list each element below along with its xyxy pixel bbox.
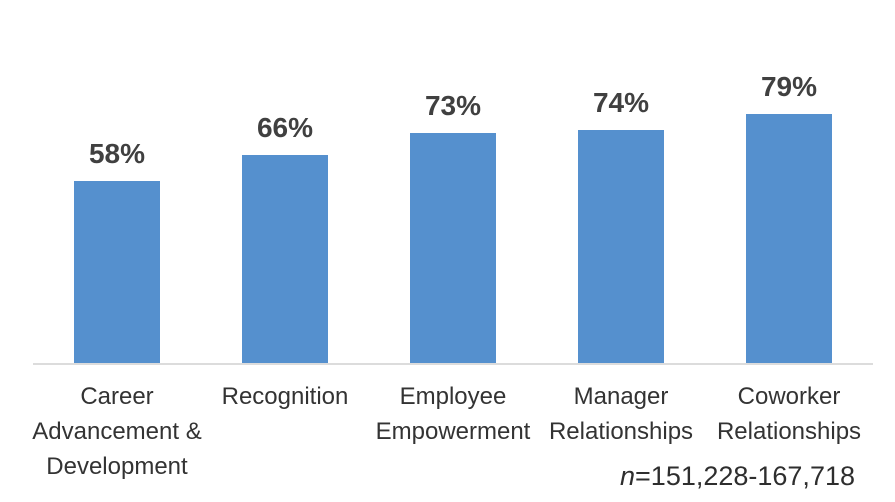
- note-range: =151,228-167,718: [635, 461, 855, 491]
- x-axis-label-2: Recognition: [221, 383, 349, 410]
- x-axis-label-slot-4: Manager Relationships: [537, 379, 705, 484]
- bar-slot-3: 73%: [369, 0, 537, 364]
- x-axis-label-1: Career Advancement & Development: [32, 383, 202, 480]
- x-axis-label-5: Coworker Relationships: [716, 383, 862, 445]
- bar-2: [242, 155, 328, 364]
- x-axis-label-3: Employee Empowerment: [375, 383, 531, 445]
- x-axis-labels: Career Advancement & Development Recognit…: [32, 379, 873, 484]
- sample-size-note: n=151,228-167,718: [620, 459, 855, 493]
- bar-slot-1: 58%: [33, 0, 201, 364]
- bar-slot-5: 79%: [705, 0, 873, 364]
- x-axis-line: [33, 363, 873, 365]
- bar-value-label-1: 58%: [88, 138, 146, 169]
- x-axis-label-slot-2: Recognition: [201, 379, 369, 484]
- bar-4: [578, 130, 664, 364]
- bar-value-label-4: 74%: [592, 87, 650, 118]
- bar-slot-4: 74%: [537, 0, 705, 364]
- x-axis-label-slot-3: Employee Empowerment: [369, 379, 537, 484]
- bar-3: [410, 133, 496, 364]
- bar-value-label-2: 66%: [256, 112, 314, 143]
- x-axis-label-slot-5: Coworker Relationships: [705, 379, 873, 484]
- bar-5: [746, 114, 832, 364]
- bar-value-label-3: 73%: [424, 90, 482, 121]
- bar-slot-2: 66%: [201, 0, 369, 364]
- note-n-symbol: n: [620, 461, 636, 491]
- bar-value-label-5: 79%: [760, 71, 818, 102]
- plot-area: 58% 66% 73% 74% 79%: [33, 0, 873, 364]
- x-axis-label-4: Manager Relationships: [548, 383, 694, 445]
- x-axis-label-slot-1: Career Advancement & Development: [32, 379, 201, 484]
- bar-1: [74, 181, 160, 364]
